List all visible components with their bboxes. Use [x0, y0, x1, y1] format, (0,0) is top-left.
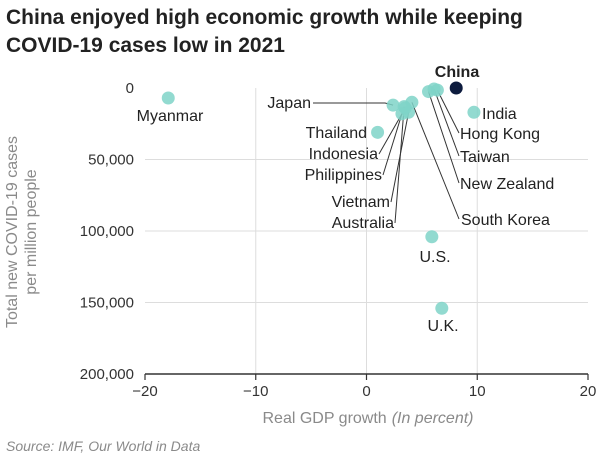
point-label-philippines: Philippines — [305, 167, 382, 184]
leader-line-taiwan — [433, 88, 460, 157]
axis-title-layer: Real GDP growth (In percent) Total new CO… — [4, 136, 474, 427]
x-tick-label: −20 — [132, 383, 157, 400]
y-tick-label: 200,000 — [80, 366, 134, 383]
point-new-zealand — [422, 85, 436, 99]
point-label-japan: Japan — [267, 95, 311, 112]
point-label-taiwan: Taiwan — [460, 149, 510, 166]
leader-line-australia — [394, 106, 405, 224]
point-label-south-korea: South Korea — [461, 212, 550, 229]
source-note: Source: IMF, Our World in Data — [6, 438, 201, 454]
x-tick-label: −10 — [243, 383, 268, 400]
point-label-thailand: Thailand — [306, 125, 367, 142]
chart-title-line-1: China enjoyed high economic growth while… — [6, 6, 523, 29]
point-label-vietnam: Vietnam — [332, 194, 390, 211]
y-tick-label: 50,000 — [88, 152, 134, 169]
leader-line-south-korea — [411, 102, 460, 220]
point-china — [449, 81, 463, 95]
leader-line-layer — [313, 88, 460, 224]
leader-line-new-zealand — [428, 91, 460, 184]
x-axis-title-main: Real GDP growth — [262, 410, 386, 427]
point-label-layer: China Myanmar India Hong Kong Taiwan New Zeal… — [137, 64, 555, 335]
point-label-myanmar: Myanmar — [137, 108, 204, 125]
y-axis-title-line-1: Total new COVID-19 cases — [4, 136, 21, 328]
point-label-australia: Australia — [332, 215, 394, 232]
point-myanmar — [161, 91, 175, 105]
point-japan — [386, 98, 400, 112]
y-tick-label: 0 — [126, 80, 134, 97]
point-u-s — [425, 230, 439, 244]
point-label-new-zealand: New Zealand — [460, 176, 554, 193]
grid-layer — [145, 88, 588, 374]
leader-line-hong-kong — [436, 89, 460, 134]
leader-line-philippines — [382, 113, 403, 176]
point-thailand — [371, 125, 385, 139]
axis-layer: 0 50,000 100,000 150,000 200,000−20 −10 0 10 20 — [80, 80, 597, 400]
y-tick-label: 100,000 — [80, 223, 134, 240]
point-label-indonesia: Indonesia — [309, 146, 378, 163]
point-label-india: India — [482, 106, 517, 123]
leader-line-japan — [313, 102, 394, 106]
x-tick-label: 20 — [580, 383, 597, 400]
point-label-u-s: U.S. — [419, 249, 450, 266]
point-australia — [397, 100, 411, 114]
chart-title: China enjoyed high economic growth while… — [6, 4, 596, 60]
y-axis-title-line-2: per million people — [23, 169, 40, 295]
chart-title-line-2: COVID-19 cases low in 2021 — [6, 34, 285, 57]
y-tick-label: 150,000 — [80, 295, 134, 312]
point-india — [467, 105, 481, 119]
point-label-u-k: U.K. — [427, 318, 458, 335]
point-label-china: China — [435, 64, 480, 81]
point-u-k — [435, 301, 449, 315]
point-label-hong-kong: Hong Kong — [460, 126, 540, 143]
point-layer — [161, 81, 481, 315]
x-tick-label: 10 — [469, 383, 486, 400]
x-axis-title-note: (In percent) — [392, 410, 474, 427]
x-tick-label: 0 — [362, 383, 370, 400]
x-axis-title: Real GDP growth (In percent) — [262, 410, 473, 427]
